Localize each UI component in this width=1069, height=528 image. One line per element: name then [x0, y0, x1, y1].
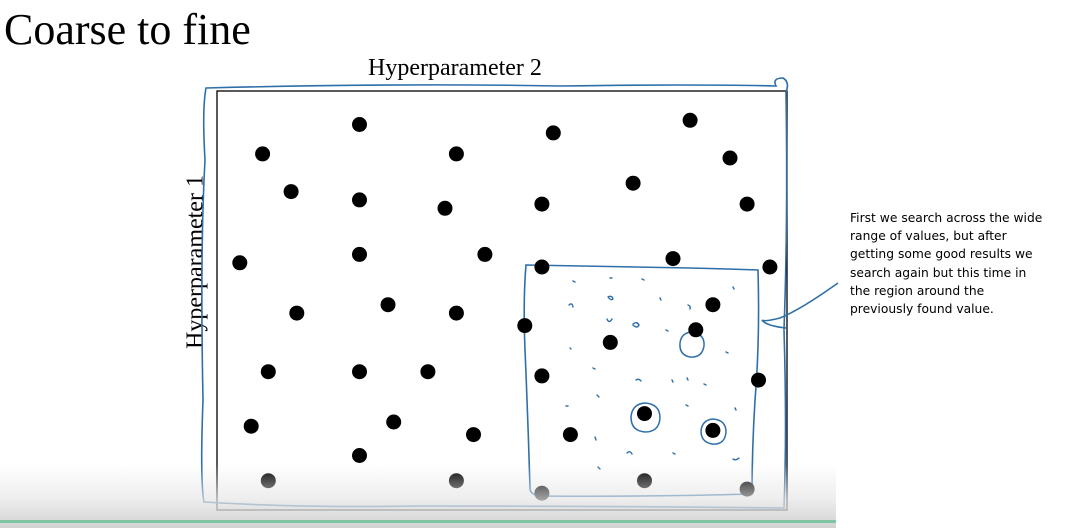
fine-sample-mark	[641, 278, 645, 281]
grid-point	[545, 125, 561, 141]
grid-point	[762, 259, 778, 275]
grid-point	[534, 196, 550, 212]
fine-sample-mark	[672, 452, 676, 455]
fine-sample-mark	[686, 377, 689, 381]
fine-sample-mark	[659, 297, 662, 301]
fine-sample-mark	[607, 295, 614, 301]
grid-point	[722, 150, 738, 166]
best-point-marker	[679, 331, 705, 358]
grid-point	[534, 259, 550, 275]
fine-sample-mark	[632, 322, 640, 328]
annotation-pointer	[761, 282, 839, 329]
fine-sample-mark	[687, 304, 691, 310]
fine-samples	[565, 277, 740, 470]
note-line: previously found value.	[850, 302, 994, 317]
grid-point	[517, 318, 533, 334]
grid-point	[289, 305, 305, 321]
fine-sample-mark	[596, 394, 600, 398]
fine-sample-mark	[725, 351, 729, 354]
fine-sample-mark	[665, 329, 669, 332]
grid-point	[352, 246, 367, 262]
grid-point	[386, 414, 402, 430]
fine-sample-mark	[703, 383, 707, 386]
note-line: First we search across the wide	[850, 211, 1043, 225]
grid-point	[448, 305, 464, 321]
grid-point	[352, 448, 367, 463]
grid-point	[380, 297, 396, 313]
note-line: search again but this time in	[850, 265, 1027, 280]
grid-point	[466, 427, 481, 443]
progress-line	[0, 520, 836, 523]
note-line: getting some good results we	[850, 247, 1033, 262]
best-point	[705, 422, 721, 438]
grid-point	[739, 196, 755, 212]
note-line: the region around the	[850, 283, 985, 298]
grid-point	[243, 418, 259, 434]
fine-sample-mark	[592, 367, 596, 370]
fine-sample-mark	[568, 303, 574, 308]
best-point	[637, 406, 652, 422]
grid-point	[602, 334, 618, 350]
fine-sample-mark	[732, 457, 740, 461]
grid-point	[705, 297, 721, 313]
grid-point	[751, 372, 766, 388]
grid-point	[448, 146, 464, 162]
grid-point	[682, 112, 698, 128]
fine-sample-mark	[594, 436, 597, 441]
grid-point	[255, 146, 271, 162]
grid-point	[534, 368, 550, 384]
grid-point	[260, 364, 276, 380]
video-bottom-shade	[0, 464, 836, 528]
grid-point	[562, 427, 578, 443]
best-point-marker	[630, 402, 661, 433]
grid-point	[352, 364, 367, 380]
annotation-note: First we search across the wide range of…	[850, 209, 1060, 318]
fine-sample-mark	[734, 407, 737, 411]
note-line: range of values, but after	[850, 229, 1007, 244]
plot-frame	[216, 90, 788, 511]
grid-point	[232, 255, 248, 271]
best-point-marker	[700, 418, 727, 445]
best-point-markers	[630, 331, 727, 445]
x-axis-label: Hyperparameter 2	[368, 55, 542, 81]
best-point	[688, 322, 704, 338]
grid-point	[283, 184, 299, 200]
grid-point	[665, 251, 681, 267]
fine-sample-mark	[685, 404, 689, 407]
hand-drawn-outer-boundary	[200, 77, 789, 509]
fine-sample-mark	[732, 286, 735, 290]
grid-point	[352, 117, 367, 132]
fine-sample-mark	[572, 280, 576, 283]
fine-sample-mark	[635, 378, 642, 382]
grid-point	[420, 364, 436, 380]
coarse-points	[232, 112, 778, 501]
grid-point	[352, 192, 367, 208]
grid-point	[625, 175, 641, 191]
grid-point	[477, 246, 493, 262]
fine-sample-mark	[626, 451, 633, 455]
fine-sample-mark	[606, 318, 613, 323]
slide-title: Coarse to fine	[4, 5, 251, 54]
fine-sample-mark	[671, 379, 674, 383]
fine-sample-mark	[569, 347, 572, 350]
grid-point	[437, 200, 453, 216]
